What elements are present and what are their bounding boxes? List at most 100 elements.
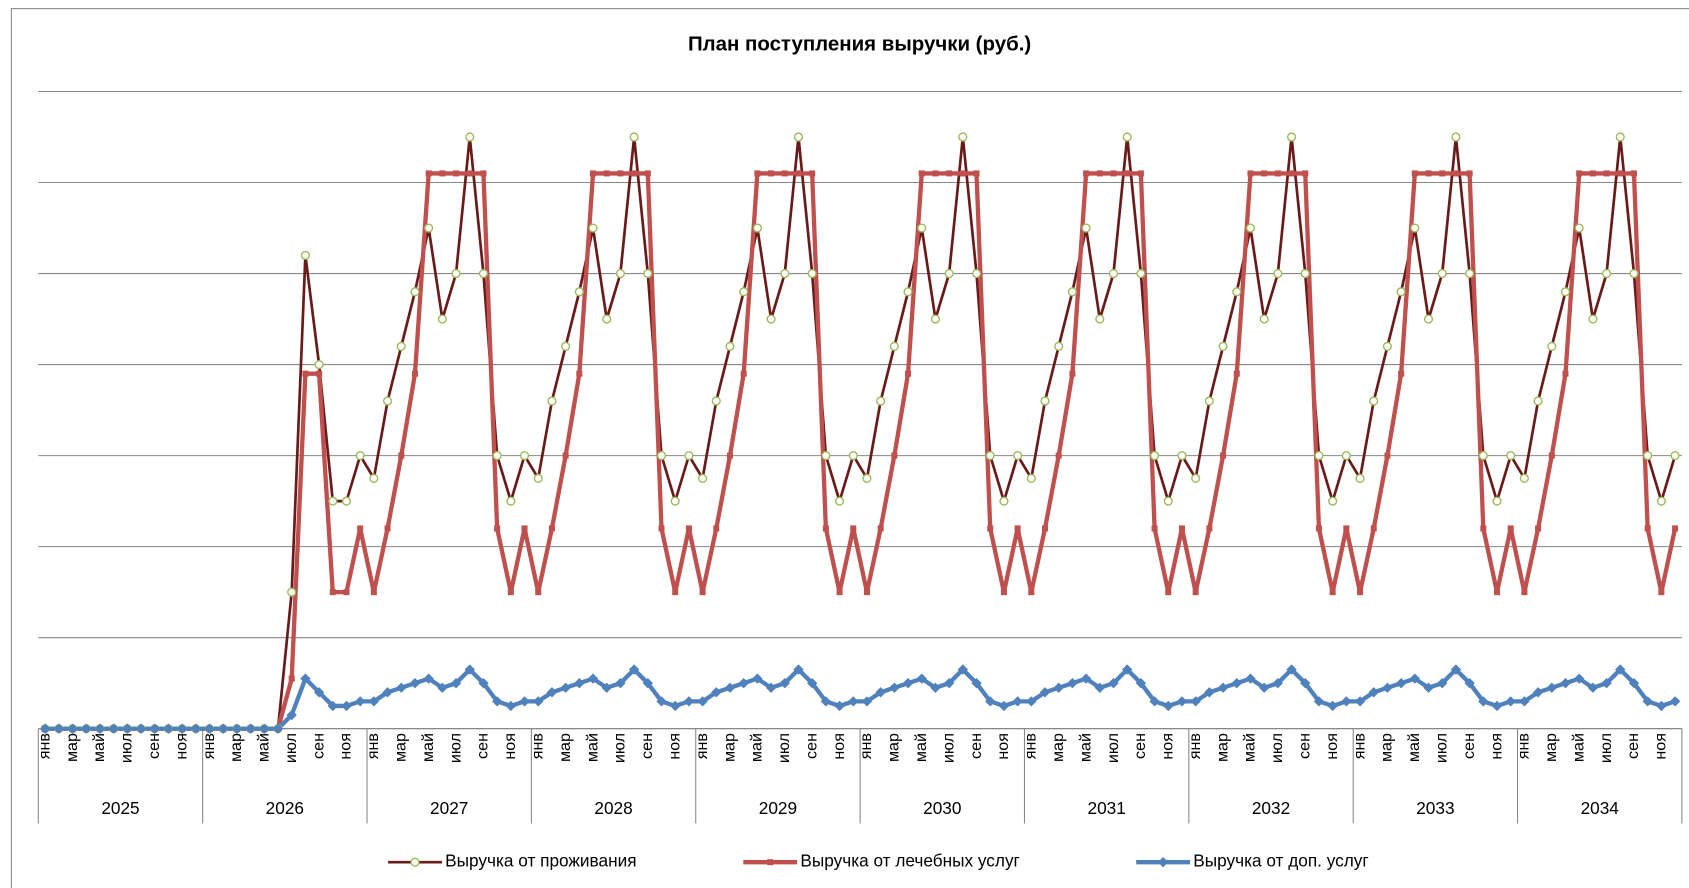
- point: [684, 451, 694, 461]
- point: [1452, 170, 1459, 177]
- x-tick-label: ноя: [1652, 733, 1670, 760]
- point: [272, 723, 284, 734]
- point: [971, 678, 982, 689]
- x-tick-label: май: [912, 733, 930, 762]
- x-group-label: 2033: [1416, 798, 1454, 818]
- point: [1519, 696, 1530, 707]
- point: [355, 451, 365, 461]
- point: [1095, 314, 1105, 324]
- point: [1014, 525, 1021, 532]
- point: [1576, 170, 1583, 177]
- point: [602, 314, 612, 324]
- point: [1602, 268, 1612, 279]
- point: [1382, 341, 1393, 351]
- point: [327, 700, 338, 712]
- x-tick-label: мар: [1213, 733, 1231, 762]
- point: [959, 170, 966, 177]
- point: [793, 664, 804, 675]
- point: [683, 696, 695, 707]
- point: [1094, 682, 1105, 693]
- point: [329, 589, 336, 596]
- x-tick-label: янв: [693, 733, 711, 759]
- point: [1451, 132, 1461, 142]
- point: [807, 268, 817, 279]
- point: [1286, 132, 1297, 142]
- point: [466, 170, 473, 177]
- point: [343, 589, 350, 596]
- point: [905, 370, 912, 377]
- point: [1315, 525, 1322, 532]
- x-tick-label: ноя: [1323, 733, 1341, 760]
- point: [507, 589, 514, 596]
- point: [1067, 287, 1077, 297]
- point: [670, 496, 680, 506]
- point: [1548, 452, 1555, 459]
- point: [368, 696, 380, 707]
- point: [1108, 268, 1119, 279]
- point: [1466, 170, 1473, 177]
- x-tick-label: сен: [1131, 733, 1149, 759]
- point: [1672, 525, 1679, 532]
- point: [369, 473, 379, 483]
- point: [863, 589, 870, 596]
- point: [1629, 268, 1639, 279]
- point: [1110, 170, 1117, 177]
- point: [1327, 700, 1338, 712]
- x-tick-label: ноя: [501, 733, 519, 760]
- x-group-label: 2025: [101, 798, 139, 818]
- point: [1245, 223, 1256, 233]
- point: [1122, 132, 1132, 142]
- point: [1437, 268, 1447, 279]
- point: [1615, 664, 1626, 675]
- point: [411, 370, 418, 377]
- point: [834, 496, 845, 506]
- point: [1617, 170, 1624, 177]
- x-tick-label: май: [255, 733, 273, 762]
- point: [1560, 287, 1571, 297]
- point: [506, 496, 516, 506]
- point: [355, 696, 366, 707]
- point: [1425, 170, 1432, 177]
- x-tick-label: мар: [885, 733, 903, 762]
- point: [424, 223, 434, 233]
- point: [53, 723, 65, 734]
- x-tick-label: июл: [1268, 733, 1286, 763]
- point: [768, 170, 775, 177]
- legend-marker: [410, 857, 420, 867]
- point: [699, 589, 706, 596]
- point: [1423, 314, 1434, 324]
- point: [891, 452, 898, 459]
- legend-label: Выручка от доп. услуг: [1193, 851, 1368, 871]
- point: [1232, 287, 1242, 297]
- point: [821, 451, 831, 461]
- point: [1533, 396, 1543, 406]
- point: [629, 132, 639, 142]
- x-tick-label: ноя: [172, 733, 190, 760]
- x-tick-label: мар: [1542, 733, 1560, 762]
- legend-label: Выручка от проживания: [445, 851, 636, 871]
- x-group-label: 2030: [923, 798, 961, 818]
- point: [1055, 452, 1062, 459]
- point: [1409, 673, 1420, 684]
- point: [1218, 341, 1228, 351]
- point: [505, 700, 517, 712]
- point: [562, 452, 569, 459]
- point: [494, 525, 501, 532]
- point: [985, 451, 995, 461]
- point: [1587, 682, 1599, 693]
- point: [190, 723, 201, 734]
- point: [1080, 673, 1092, 684]
- point: [1343, 525, 1350, 532]
- point: [1670, 451, 1680, 461]
- point: [231, 723, 243, 734]
- legend-label: Выручка от лечебных услуг: [800, 851, 1019, 871]
- point: [603, 170, 610, 177]
- point: [738, 678, 749, 689]
- x-tick-label: мар: [1049, 733, 1067, 762]
- point: [370, 589, 377, 596]
- point: [588, 223, 598, 233]
- x-tick-label: сен: [802, 733, 820, 759]
- x-group-label: 2027: [430, 798, 468, 818]
- point: [725, 341, 735, 351]
- point: [533, 473, 543, 483]
